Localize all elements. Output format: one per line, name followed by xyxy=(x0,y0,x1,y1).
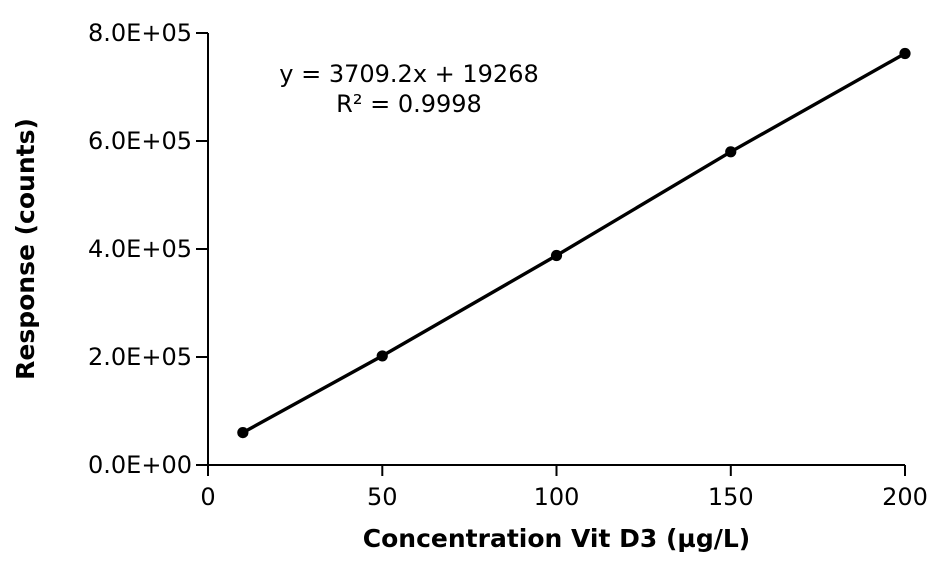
data-point-marker xyxy=(237,427,249,439)
x-tick-label: 100 xyxy=(534,483,580,511)
trendline-r-squared: R² = 0.9998 xyxy=(336,90,482,118)
x-tick-label: 0 xyxy=(200,483,215,511)
x-tick-label: 50 xyxy=(367,483,398,511)
y-tick-label: 6.0E+05 xyxy=(88,127,192,155)
x-axis-title: Concentration Vit D3 (µg/L) xyxy=(363,524,750,553)
x-tick-labels: 0 50 100 150 200 xyxy=(200,483,928,511)
x-tick-label: 200 xyxy=(882,483,928,511)
x-tick-label: 150 xyxy=(708,483,754,511)
y-tick-labels: 0.0E+00 2.0E+05 4.0E+05 6.0E+05 8.0E+05 xyxy=(88,19,192,479)
y-tick-label: 0.0E+00 xyxy=(88,451,192,479)
data-point-marker xyxy=(725,146,737,158)
y-axis-title: Response (counts) xyxy=(11,118,40,380)
trendline-equation: y = 3709.2x + 19268 xyxy=(279,60,538,88)
data-point-marker xyxy=(550,249,563,262)
y-tick-label: 8.0E+05 xyxy=(88,19,192,47)
y-tick-label: 2.0E+05 xyxy=(88,343,192,371)
data-series xyxy=(237,47,911,439)
data-point-marker xyxy=(376,350,388,362)
trendline-annotation: y = 3709.2x + 19268 R² = 0.9998 xyxy=(279,60,538,118)
data-point-marker xyxy=(899,47,911,60)
y-tick-label: 4.0E+05 xyxy=(88,235,192,263)
x-tick-marks xyxy=(207,465,906,476)
y-tick-marks xyxy=(196,32,208,466)
plot-area xyxy=(208,33,905,465)
